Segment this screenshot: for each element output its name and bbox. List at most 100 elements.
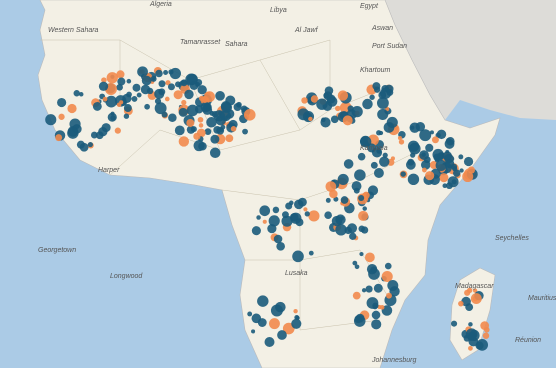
event-dot	[421, 167, 427, 173]
place-label: Réunion	[515, 337, 541, 344]
event-dot	[281, 215, 293, 227]
event-dot	[387, 279, 399, 291]
event-dot	[102, 96, 108, 102]
event-dot	[342, 115, 353, 126]
madagascar	[449, 267, 496, 361]
event-dot	[458, 154, 464, 160]
event-dot	[242, 128, 248, 135]
place-label: Harper	[98, 167, 120, 174]
event-dot	[335, 105, 341, 112]
event-dot	[272, 206, 280, 214]
place-label: Kampala	[360, 145, 388, 152]
event-dot	[301, 97, 308, 104]
event-dot	[465, 328, 478, 341]
event-dot	[154, 88, 165, 100]
event-dot	[435, 159, 447, 172]
event-dot	[251, 226, 261, 236]
event-dot	[377, 108, 389, 120]
event-dot	[45, 114, 57, 126]
event-dot	[268, 215, 280, 227]
event-dot	[167, 83, 175, 91]
event-dot	[155, 69, 163, 78]
event-dot	[73, 90, 80, 97]
event-dot	[482, 332, 490, 339]
event-dot	[366, 297, 379, 309]
event-dot	[351, 105, 363, 118]
event-dot	[297, 108, 310, 121]
event-dot	[353, 187, 360, 194]
event-dot	[468, 345, 473, 351]
event-dot	[181, 99, 187, 106]
event-dot	[206, 117, 217, 128]
event-dot	[362, 98, 373, 110]
event-dot	[67, 103, 77, 114]
event-dot	[295, 218, 304, 227]
event-dot	[276, 242, 285, 251]
event-dot	[459, 168, 464, 173]
event-dot	[373, 168, 384, 178]
event-dot	[220, 101, 232, 112]
event-dot	[259, 205, 271, 217]
event-dot	[362, 191, 370, 199]
event-dot	[390, 156, 395, 161]
event-dot	[110, 111, 115, 116]
place-label: Sahara	[225, 41, 248, 48]
event-dot	[67, 127, 79, 139]
event-dot	[198, 123, 204, 128]
event-dot	[78, 92, 84, 97]
event-dot	[450, 320, 458, 327]
event-dot	[310, 95, 319, 103]
event-dot	[257, 295, 269, 307]
event-dot	[447, 176, 459, 188]
event-dot	[425, 171, 435, 181]
event-dot	[158, 80, 166, 88]
event-dot	[382, 152, 388, 158]
event-dot	[90, 131, 98, 139]
event-dot	[340, 196, 349, 204]
event-dot	[362, 206, 367, 211]
event-dot	[325, 197, 331, 203]
event-dot	[435, 132, 441, 138]
event-dot	[202, 105, 213, 115]
event-dot	[101, 77, 107, 83]
event-dot	[467, 166, 476, 174]
event-dot	[442, 151, 452, 161]
event-dot	[463, 156, 474, 167]
place-label: Longwood	[110, 273, 143, 280]
event-dot	[247, 311, 253, 317]
event-dot	[325, 181, 337, 192]
event-dot	[186, 118, 195, 127]
event-dot	[294, 315, 300, 320]
event-dot	[288, 200, 294, 206]
event-dot	[432, 148, 444, 161]
event-dot	[378, 130, 384, 136]
event-dot	[349, 232, 357, 240]
event-dot	[407, 173, 420, 186]
event-dot	[470, 293, 482, 304]
event-dot	[117, 77, 126, 86]
event-dot	[419, 129, 432, 142]
event-dot	[87, 141, 94, 148]
event-dot	[361, 288, 367, 293]
event-dot	[123, 113, 130, 119]
place-label: Khartoum	[360, 67, 391, 74]
event-dot	[320, 117, 331, 128]
event-dots	[45, 66, 490, 351]
event-dot	[367, 143, 377, 153]
event-dot	[376, 148, 382, 154]
event-dot	[352, 291, 361, 300]
event-dot	[408, 142, 421, 155]
event-dot	[215, 90, 225, 101]
event-dot	[168, 113, 177, 123]
event-dot	[376, 97, 389, 109]
event-dot	[370, 161, 378, 169]
labels: Western Sahara Algeria Libya Egypt Tamanrass…	[38, 1, 556, 364]
place-label: Seychelles	[495, 235, 529, 242]
event-dot	[453, 169, 461, 177]
event-dot	[458, 300, 464, 307]
place-label: Madagascar	[455, 283, 494, 290]
event-dot	[308, 250, 314, 256]
event-dot	[468, 322, 473, 327]
event-dot	[95, 131, 104, 140]
event-dot	[480, 321, 490, 331]
